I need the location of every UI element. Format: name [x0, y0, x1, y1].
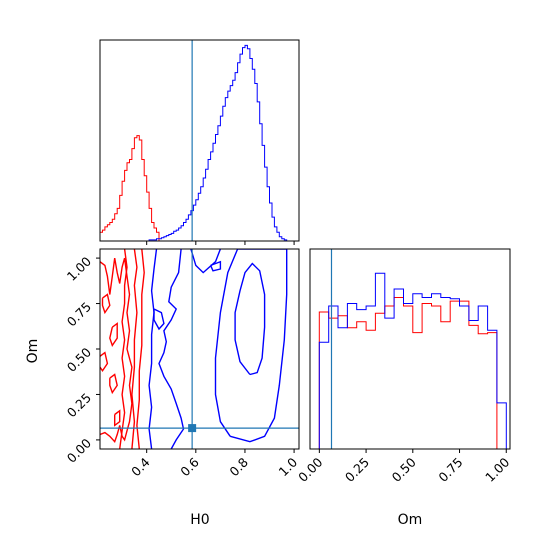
contour-ytick-label: 0.00 — [64, 435, 94, 465]
h0-histogram-panel — [99, 39, 300, 245]
contour-series-b — [114, 409, 121, 427]
contour-series-a — [158, 249, 185, 449]
y-axis-label-om: Om — [25, 339, 41, 364]
contour-xtick-label: 0.6 — [177, 454, 202, 479]
om-xtick-label: 0.50 — [389, 454, 419, 484]
contour-series-a — [148, 249, 158, 449]
contour-ytick-label: 0.75 — [64, 299, 94, 329]
om-xtick-label: 0.75 — [435, 455, 465, 485]
om-xtick-label: 1.00 — [482, 454, 512, 484]
contour-series-b — [131, 249, 138, 449]
contour-ytick-label: 1.00 — [64, 254, 94, 284]
contour-series-a — [209, 260, 222, 272]
contour-series-b — [100, 351, 109, 373]
contour-data — [100, 249, 288, 449]
x-axis-label-om: Om — [398, 512, 423, 528]
contour-series-b — [136, 249, 145, 449]
om-hist-frame — [309, 248, 511, 450]
contour-series-b — [109, 322, 118, 347]
contour-series-a — [190, 249, 222, 274]
x-axis-label-h0: H0 — [190, 512, 209, 528]
contour-series-b — [119, 249, 128, 449]
om-hist-data — [318, 272, 507, 449]
h0-om-contour-panel: 0.4 0.6 0.8 1.00.000.250.500.751.00 — [64, 248, 300, 479]
om-histogram-panel: 0.00 0.25 0.50 0.75 1.00 — [295, 248, 512, 485]
contour-ytick-label: 0.25 — [64, 390, 94, 420]
contour-series-b — [101, 293, 111, 315]
h0-hist-frame — [99, 39, 300, 242]
contour-series-a — [214, 249, 288, 443]
contour-truth-marker — [188, 424, 197, 433]
contour-series-a — [153, 308, 165, 331]
contour-series-b — [100, 257, 133, 444]
om-hist-series-a — [318, 272, 507, 449]
h0-hist-series-a — [100, 44, 299, 241]
om-xtick-label: 0.00 — [295, 454, 325, 484]
om-xtick-label: 0.25 — [342, 455, 372, 485]
contour-series-a — [234, 262, 266, 376]
h0-hist-series-b — [100, 135, 299, 241]
contour-series-b — [109, 373, 118, 395]
h0-hist-data — [100, 44, 299, 241]
contour-ytick-label: 0.50 — [64, 344, 94, 374]
contour-xtick-label: 0.4 — [128, 454, 153, 479]
contour-xtick-label: 0.8 — [226, 454, 251, 479]
